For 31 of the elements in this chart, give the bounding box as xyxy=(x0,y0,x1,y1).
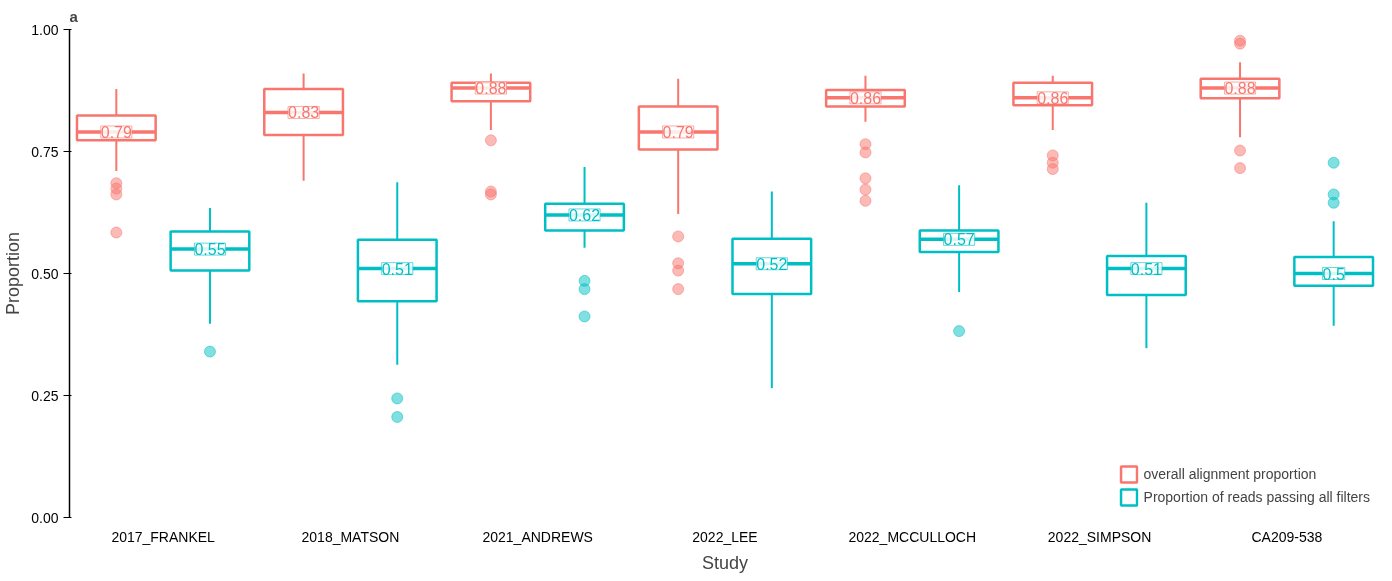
x-tick-label: 2022_MCCULLOCH xyxy=(848,528,977,545)
text: 0.86 xyxy=(849,89,882,107)
text: 0.57 xyxy=(943,231,975,249)
x-tick-label: 2017_FRANKEL xyxy=(111,528,216,545)
text: 0.86 xyxy=(1037,89,1069,107)
y-tick-label: 0.25 xyxy=(31,387,59,404)
x-tick-label: 2018_MATSON xyxy=(301,528,400,545)
legend-label: overall alignment proportion xyxy=(1143,466,1317,482)
text: 0.5 xyxy=(1322,265,1345,283)
x-tick-label: CA209-538 xyxy=(1251,528,1323,545)
legend-label: Proportion of reads passing all filters xyxy=(1143,489,1370,505)
text: 0.51 xyxy=(381,260,413,278)
text: 0.51 xyxy=(1130,260,1162,278)
chart-title: a xyxy=(69,7,79,25)
y-tick-label: 0.75 xyxy=(31,143,59,160)
x-axis-title: Study xyxy=(701,552,749,573)
text: 0.88 xyxy=(1224,80,1256,98)
text: 0.83 xyxy=(288,104,320,122)
x-tick-label: 2021_ANDREWS xyxy=(482,528,593,545)
text: 0.79 xyxy=(662,123,694,141)
text: 0.62 xyxy=(568,206,601,224)
text: 0.52 xyxy=(756,255,788,273)
text: 0.79 xyxy=(100,123,132,141)
text: 0.55 xyxy=(194,241,226,259)
y-tick-label: 0.00 xyxy=(31,509,59,526)
text: 0.88 xyxy=(475,80,507,98)
x-tick-label: 2022_LEE xyxy=(692,528,758,545)
y-tick-label: 0.50 xyxy=(31,265,59,282)
y-axis-title: Proportion xyxy=(3,231,24,316)
y-tick-label: 1.00 xyxy=(31,21,59,38)
x-tick-label: 2022_SIMPSON xyxy=(1047,528,1152,545)
